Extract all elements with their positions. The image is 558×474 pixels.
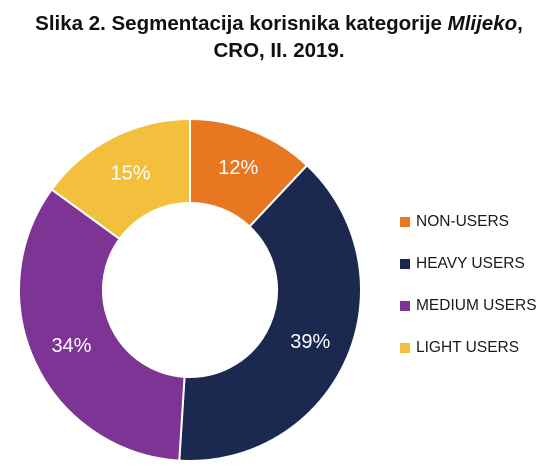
slice-label-non-users: 12% (218, 157, 258, 179)
legend-swatch-medium-users (400, 301, 410, 311)
legend-label-light-users: LIGHT USERS (416, 339, 520, 356)
legend-label-medium-users: MEDIUM USERS (416, 297, 537, 314)
chart-title-line1-suffix: , (517, 12, 523, 35)
chart-legend: NON-USERS HEAVY USERS MEDIUM USERS LIGHT… (400, 212, 558, 380)
slice-heavy-users (178, 163, 363, 463)
slice-label-light-users: 15% (111, 162, 151, 184)
slice-light-users (50, 117, 191, 241)
legend-item-non-users: NON-USERS (400, 212, 558, 232)
legend-swatch-light-users (400, 343, 410, 353)
legend-swatch-non-users (400, 217, 410, 227)
legend-label-heavy-users: HEAVY USERS (416, 255, 525, 272)
legend-item-light-users: LIGHT USERS (400, 338, 558, 358)
chart-title-line1-prefix: Slika 2. Segmentacija korisnika kategori… (35, 12, 448, 35)
legend-swatch-heavy-users (400, 259, 410, 269)
chart-title-line2: CRO, II. 2019. (213, 39, 345, 62)
slice-medium-users (18, 188, 186, 462)
legend-item-heavy-users: HEAVY USERS (400, 254, 558, 274)
slice-label-heavy-users: 39% (290, 331, 330, 353)
slice-label-medium-users: 34% (51, 335, 91, 357)
chart-title: Slika 2. Segmentacija korisnika kategori… (0, 10, 558, 64)
legend-item-medium-users: MEDIUM USERS (400, 296, 558, 316)
legend-label-non-users: NON-USERS (416, 213, 510, 230)
chart-title-emphasis: Mlijeko (447, 12, 518, 35)
